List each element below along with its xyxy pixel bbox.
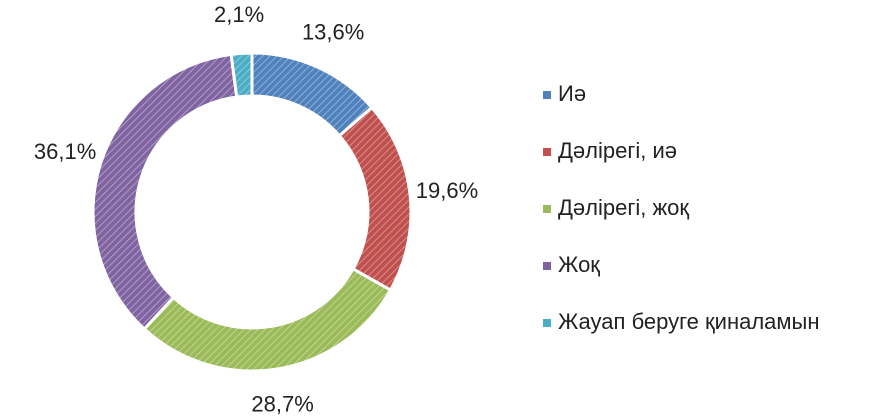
legend-label: Жоқ bbox=[558, 252, 600, 277]
donut-segment bbox=[142, 266, 393, 373]
data-label: 19,6% bbox=[416, 178, 478, 203]
legend-label: Жауап беруге қиналамын bbox=[558, 309, 820, 334]
legend-swatch bbox=[543, 205, 551, 213]
legend-label: Иә bbox=[558, 81, 586, 106]
data-label: 13,6% bbox=[302, 19, 364, 44]
legend-swatch bbox=[543, 91, 551, 99]
data-label: 2,1% bbox=[214, 2, 264, 27]
legend-swatch bbox=[543, 319, 551, 327]
data-label: 36,1% bbox=[34, 139, 96, 164]
donut-segment bbox=[229, 51, 254, 99]
donut-segment bbox=[91, 52, 239, 332]
legend-swatch bbox=[543, 262, 551, 270]
legend-swatch bbox=[543, 148, 551, 156]
donut-segment bbox=[337, 105, 413, 293]
legend-label: Дәлірегі, жоқ bbox=[558, 195, 689, 220]
legend-label: Дәлірегі, иә bbox=[558, 138, 677, 163]
data-label: 28,7% bbox=[251, 391, 313, 416]
